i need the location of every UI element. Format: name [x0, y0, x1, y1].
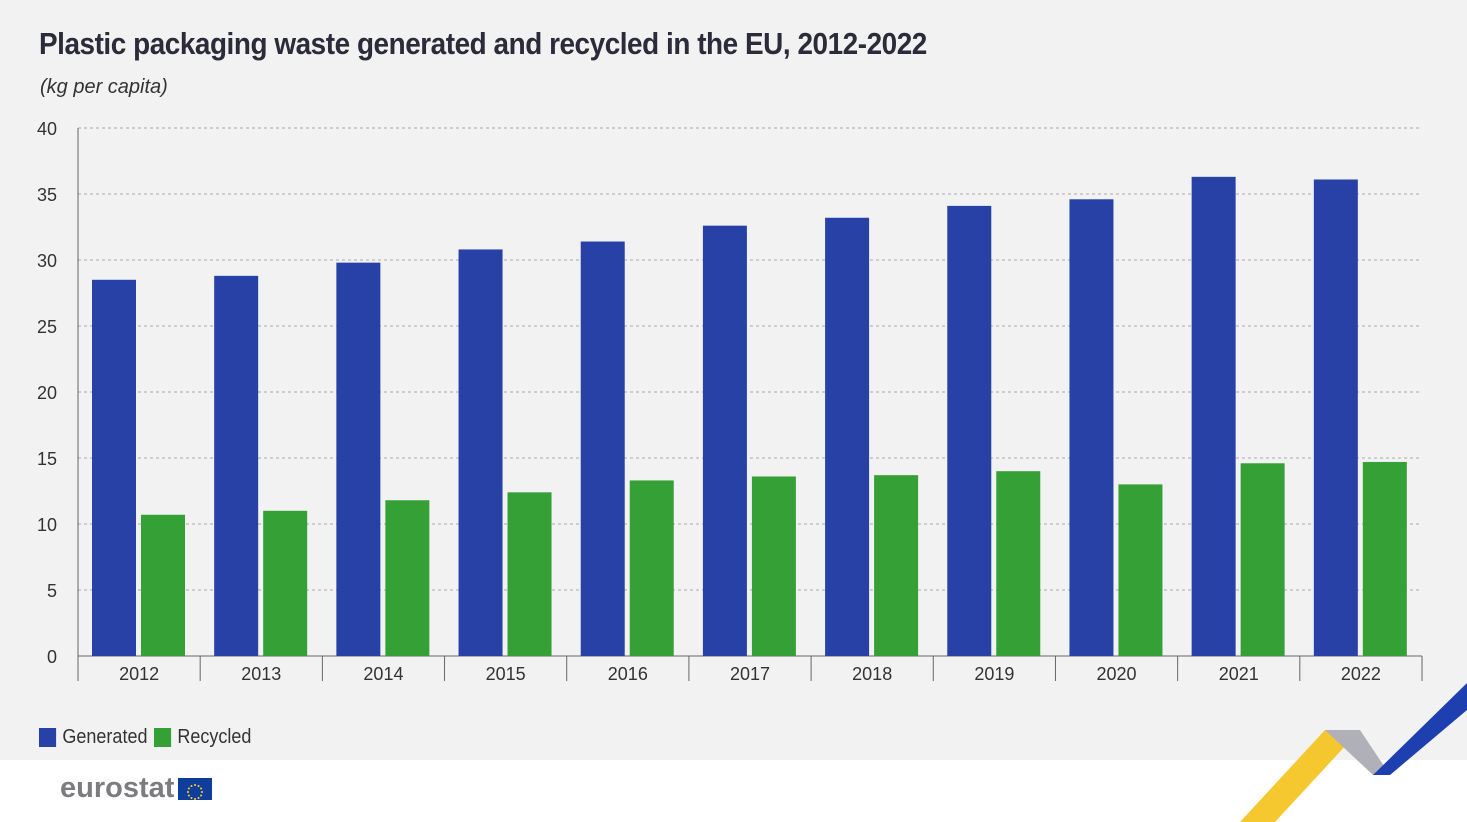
bar-generated-2018 — [825, 217, 870, 656]
bar-generated-2016 — [580, 241, 625, 656]
star-icon — [194, 783, 197, 786]
bar-recycled-2019 — [996, 471, 1041, 656]
y-tick-label: 20 — [37, 383, 57, 403]
x-tick-label: 2014 — [363, 664, 403, 684]
star-icon — [188, 787, 191, 789]
x-tick-label: 2012 — [119, 664, 159, 684]
x-tick-label: 2022 — [1341, 664, 1381, 684]
x-tick-label: 2019 — [974, 664, 1014, 684]
y-tick-label: 35 — [37, 185, 57, 205]
legend-swatch-generated — [39, 728, 57, 747]
bar-generated-2014 — [336, 262, 381, 656]
eurostat-logo: eurostat — [60, 772, 213, 805]
bar-recycled-2015 — [507, 492, 552, 656]
bar-generated-2012 — [92, 279, 136, 656]
bar-recycled-2017 — [751, 476, 796, 656]
y-tick-label: 30 — [37, 251, 57, 271]
legend-swatch-recycled — [154, 728, 172, 747]
bar-recycled-2020 — [1118, 484, 1163, 656]
x-tick-label: 2013 — [241, 664, 281, 684]
star-icon — [197, 796, 200, 799]
chart-title: Plastic packaging waste generated and re… — [39, 26, 927, 61]
x-tick-label: 2021 — [1219, 664, 1259, 684]
bar-generated-2020 — [1069, 199, 1114, 656]
bar-recycled-2018 — [874, 475, 919, 656]
legend-label: Recycled — [177, 726, 252, 748]
x-tick-label: 2015 — [486, 664, 526, 684]
star-icon — [201, 790, 204, 793]
star-icon — [194, 797, 197, 800]
legend-label: Generated — [62, 726, 148, 748]
y-tick-label: 25 — [37, 317, 57, 337]
star-icon — [200, 794, 203, 796]
y-tick-label: 15 — [37, 449, 57, 469]
star-icon — [190, 796, 193, 799]
bar-recycled-2022 — [1362, 461, 1407, 656]
star-icon — [187, 790, 190, 793]
x-tick-label: 2020 — [1097, 664, 1137, 684]
x-tick-label: 2018 — [852, 664, 892, 684]
bar-generated-2021 — [1191, 176, 1236, 656]
star-icon — [200, 787, 203, 789]
legend-item-generated: Generated — [39, 726, 147, 749]
star-icon — [197, 784, 200, 787]
bar-generated-2022 — [1313, 179, 1358, 657]
bar-generated-2017 — [702, 225, 747, 656]
y-tick-label: 0 — [47, 647, 57, 667]
decorative-chevrons — [1240, 683, 1467, 822]
bar-recycled-2016 — [629, 480, 674, 656]
star-icon — [190, 784, 193, 787]
y-tick-label: 5 — [47, 581, 57, 601]
logo-text: eurostat — [60, 772, 175, 804]
star-icon — [188, 794, 191, 796]
chart-subtitle: (kg per capita) — [40, 76, 168, 98]
x-tick-label: 2016 — [608, 664, 648, 684]
y-tick-label: 40 — [37, 119, 57, 139]
eu-flag-icon — [178, 777, 213, 800]
bar-recycled-2013 — [263, 510, 308, 656]
bar-recycled-2021 — [1240, 463, 1285, 656]
bar-generated-2015 — [458, 249, 503, 656]
y-tick-label: 10 — [37, 515, 57, 535]
legend-item-recycled: Recycled — [154, 726, 251, 749]
x-tick-label: 2017 — [730, 664, 770, 684]
bar-recycled-2012 — [141, 514, 185, 656]
bar-generated-2013 — [214, 275, 259, 656]
bar-generated-2019 — [947, 205, 992, 656]
bar-chart: 0 5 10 15 20 25 30 35 40 2012 2013 2014 2015 2016 2017… — [37, 119, 1423, 684]
bar-recycled-2014 — [385, 500, 430, 656]
